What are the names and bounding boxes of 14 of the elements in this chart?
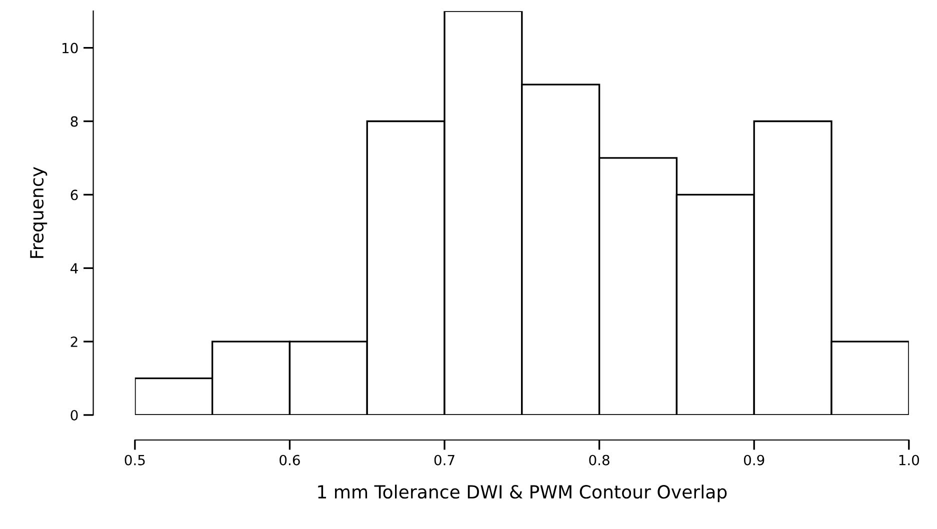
y-tick-label: 4 xyxy=(70,263,78,274)
y-tick-label: 8 xyxy=(70,116,78,127)
y-tick-label: 10 xyxy=(62,42,78,54)
x-tick-label: 0.5 xyxy=(124,454,145,466)
y-tick-label: 2 xyxy=(70,336,78,347)
y-axis-title: Frequency xyxy=(30,166,48,258)
x-tick-label: 0.6 xyxy=(280,454,300,466)
x-tick-label: 0.8 xyxy=(589,454,610,466)
x-tick-label: 1.0 xyxy=(899,454,920,466)
y-tick-label: 0 xyxy=(70,410,78,420)
x-tick-label: 0.9 xyxy=(744,454,764,466)
y-tick-label: 6 xyxy=(70,190,78,200)
x-tick-label: 0.7 xyxy=(434,454,454,466)
x-axis-title: 1 mm Tolerance DWI & PWM Contour Overlap xyxy=(318,484,727,502)
